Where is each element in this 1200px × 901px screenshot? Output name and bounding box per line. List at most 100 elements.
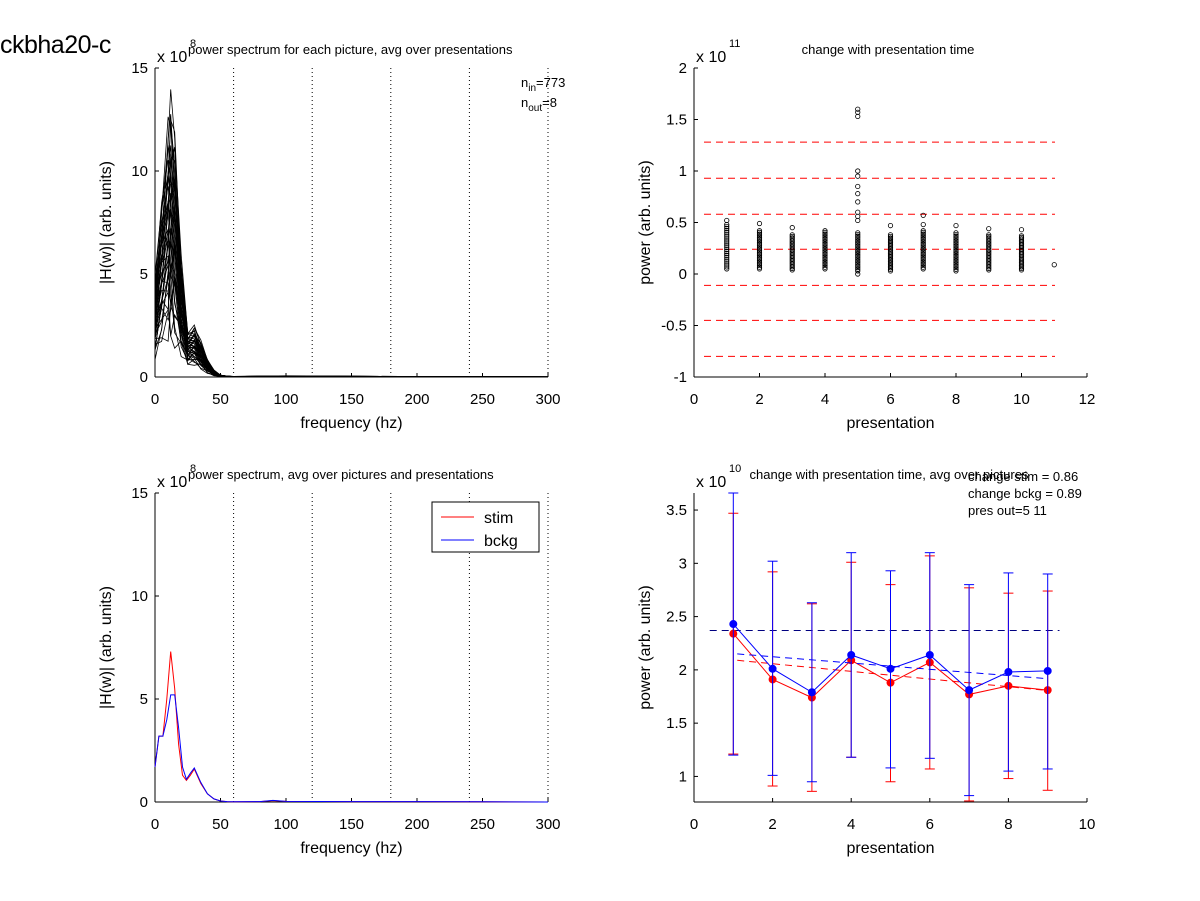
y-axis-label: |H(w)| (arb. units) bbox=[98, 161, 115, 284]
scatter-point bbox=[855, 245, 861, 251]
x-axis-label: presentation bbox=[846, 415, 934, 432]
spectrum-line bbox=[154, 193, 549, 378]
x-tick-label: 50 bbox=[212, 391, 229, 408]
scatter-point bbox=[756, 238, 763, 244]
scatter-point bbox=[724, 239, 730, 245]
scatter-point bbox=[953, 251, 959, 257]
scatter-point bbox=[920, 244, 926, 250]
scatter-point bbox=[756, 264, 763, 270]
scatter-point bbox=[822, 233, 828, 239]
scatter-point bbox=[855, 256, 861, 262]
scatter-point bbox=[920, 262, 926, 269]
spectrum-line bbox=[154, 145, 549, 378]
stat-annotation: change bckg = 0.89 bbox=[968, 486, 1082, 501]
scatter-point bbox=[756, 246, 763, 252]
x-tick-label: 0 bbox=[151, 391, 159, 408]
scatter-point bbox=[920, 251, 926, 257]
spectrum-line bbox=[154, 257, 549, 378]
spectrum-line bbox=[154, 181, 549, 378]
scatter-point bbox=[724, 225, 730, 232]
scatter-point bbox=[855, 243, 861, 249]
scatter-point bbox=[953, 248, 959, 254]
exponent-label: x 10 bbox=[696, 474, 726, 491]
scatter-point bbox=[986, 233, 992, 239]
scatter-point bbox=[756, 257, 763, 264]
spectrum-line bbox=[154, 114, 549, 378]
chart-title: power spectrum, avg over pictures and pr… bbox=[188, 467, 494, 482]
outlier-point bbox=[855, 271, 861, 277]
y-tick-label: 5 bbox=[140, 691, 148, 708]
scatter-point bbox=[756, 249, 763, 255]
scatter-point bbox=[756, 244, 763, 250]
scatter-point bbox=[756, 254, 763, 260]
outlier-point bbox=[887, 222, 894, 229]
scatter-point bbox=[953, 268, 959, 274]
scatter-point bbox=[920, 228, 926, 234]
scatter-point bbox=[724, 256, 730, 262]
scatter-point bbox=[986, 232, 992, 238]
trend-line-stim bbox=[737, 659, 1044, 691]
scatter-point bbox=[953, 255, 959, 261]
y-tick-label: 1 bbox=[679, 163, 687, 180]
scatter-point bbox=[1051, 262, 1057, 268]
scatter-point bbox=[920, 254, 926, 260]
y-tick-label: 10 bbox=[131, 163, 148, 180]
scatter-point bbox=[756, 251, 763, 257]
x-tick-label: 100 bbox=[273, 816, 298, 833]
scatter-point bbox=[920, 231, 926, 237]
y-tick-label: 2 bbox=[679, 60, 687, 77]
scatter-point bbox=[724, 229, 730, 235]
data-point-bckg bbox=[729, 620, 738, 629]
spectrum-line bbox=[154, 123, 549, 378]
scatter-point bbox=[920, 236, 926, 242]
spectrum-line bbox=[154, 208, 549, 378]
scatter-point bbox=[822, 257, 828, 264]
scatter-point bbox=[920, 259, 926, 265]
scatter-point bbox=[920, 234, 926, 240]
x-tick-label: 6 bbox=[886, 391, 894, 408]
x-tick-label: 8 bbox=[952, 391, 960, 408]
scatter-point bbox=[855, 263, 861, 269]
x-axis-label: frequency (hz) bbox=[300, 415, 402, 432]
outlier-point bbox=[953, 222, 959, 229]
y-tick-label: 3.5 bbox=[666, 502, 687, 519]
scatter-point bbox=[920, 257, 926, 264]
scatter-point bbox=[756, 233, 763, 239]
data-point-bckg bbox=[807, 688, 816, 697]
scatter-point bbox=[756, 234, 763, 240]
scatter-point bbox=[822, 256, 828, 262]
scatter-point bbox=[724, 262, 730, 268]
x-tick-label: 6 bbox=[926, 816, 934, 833]
scatter-point bbox=[953, 240, 959, 246]
scatter-point bbox=[953, 261, 959, 267]
annotation-sub: out bbox=[528, 103, 542, 114]
scatter-point bbox=[822, 262, 828, 269]
exponent-power: 8 bbox=[190, 38, 196, 50]
x-tick-label: 4 bbox=[847, 816, 855, 833]
scatter-point bbox=[1018, 236, 1025, 242]
scatter-point bbox=[855, 231, 861, 238]
x-tick-label: 10 bbox=[1079, 816, 1096, 833]
outlier-point bbox=[920, 221, 926, 228]
scatter-point bbox=[822, 231, 828, 237]
y-tick-label: 1 bbox=[679, 768, 687, 785]
scatter-point bbox=[887, 235, 894, 241]
x-axis-label: presentation bbox=[846, 840, 934, 857]
spectrum-line bbox=[154, 176, 549, 378]
scatter-point bbox=[724, 266, 730, 272]
scatter-point bbox=[953, 235, 959, 241]
scatter-point bbox=[953, 256, 959, 262]
outlier-point bbox=[789, 225, 795, 231]
spectrum-line bbox=[154, 280, 549, 378]
x-tick-label: 4 bbox=[821, 391, 829, 408]
y-axis-label: power (arb. units) bbox=[637, 585, 654, 710]
scatter-point bbox=[724, 245, 730, 251]
x-tick-label: 12 bbox=[1079, 391, 1096, 408]
y-axis-label: power (arb. units) bbox=[637, 160, 654, 285]
chart-title: power spectrum for each picture, avg ove… bbox=[188, 42, 513, 57]
spectrum-line bbox=[154, 178, 549, 378]
scatter-point bbox=[953, 231, 959, 238]
y-tick-label: -0.5 bbox=[661, 318, 687, 335]
x-tick-label: 150 bbox=[339, 816, 364, 833]
x-tick-label: 150 bbox=[339, 391, 364, 408]
